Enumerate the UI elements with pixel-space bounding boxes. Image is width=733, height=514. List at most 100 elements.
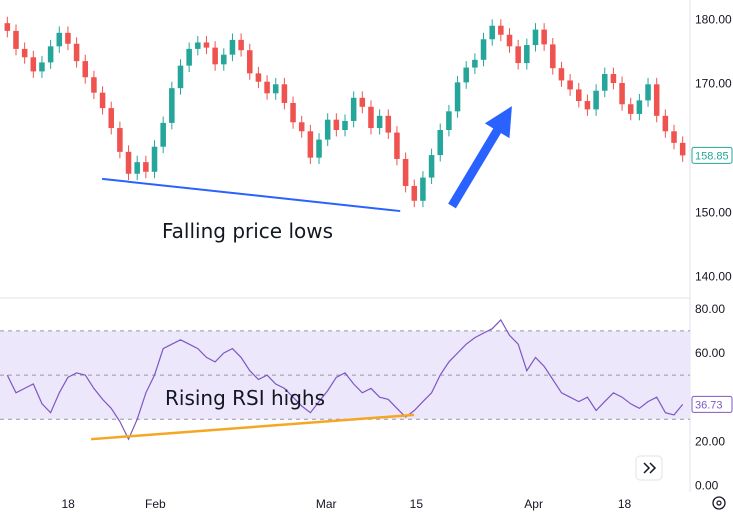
candle-body	[82, 61, 89, 78]
rsi-annotation: Rising RSI highs	[165, 386, 325, 410]
candle-body	[662, 115, 669, 132]
price-lows-trendline	[102, 177, 401, 213]
candle-body	[30, 57, 37, 72]
settings-button[interactable]	[712, 496, 726, 510]
candle-body	[385, 115, 392, 133]
candle-body	[160, 122, 166, 147]
candle-body	[91, 77, 97, 93]
candle-body	[264, 81, 270, 94]
candle-body	[298, 122, 305, 132]
candle-body	[411, 185, 418, 201]
candle-body	[515, 46, 521, 64]
candle-body	[324, 119, 331, 140]
candle-body	[645, 84, 651, 101]
last-price-value: 158.85	[695, 150, 729, 162]
candle-body	[420, 177, 426, 201]
price-axis: 140.00 150.00 170.00 180.00	[695, 12, 732, 283]
price-tick-label: 150.00	[695, 205, 732, 219]
candle-body	[169, 88, 175, 123]
candle-body	[108, 108, 114, 129]
candle-body	[272, 84, 279, 94]
candle-body	[671, 131, 677, 143]
candle-body	[21, 48, 28, 58]
rsi-tick-label: 0.00	[695, 479, 719, 493]
candle-body	[368, 106, 374, 129]
scroll-to-latest-button[interactable]	[635, 455, 663, 481]
candle-body	[99, 92, 106, 109]
candle-body	[627, 104, 634, 114]
candle-body	[541, 29, 547, 45]
candle-body	[56, 32, 63, 47]
double-chevron-right-icon	[643, 462, 657, 474]
candle-body	[186, 48, 192, 66]
candle-body	[307, 131, 314, 158]
candle-body	[532, 29, 539, 46]
price-tick-label: 180.00	[695, 12, 732, 26]
time-tick-label: 18	[61, 497, 75, 511]
candle-body	[576, 89, 582, 102]
rsi-highs-trendline	[90, 413, 415, 441]
reversal-arrow-icon	[448, 106, 512, 209]
candle-body	[550, 44, 556, 69]
candle-body	[472, 59, 478, 68]
last-price-badge: 158.85	[691, 146, 733, 164]
time-axis: 18 Feb Mar 15 Apr 18	[61, 497, 631, 511]
time-tick-label: Mar	[316, 497, 337, 511]
candle-body	[584, 101, 591, 110]
candlestick-series	[4, 16, 686, 208]
candle-body	[39, 62, 45, 72]
candle-body	[4, 23, 11, 31]
candle-body	[290, 102, 296, 123]
rsi-axis: 0.00 20.00 60.00 80.00	[695, 302, 725, 493]
candle-body	[498, 25, 504, 35]
rsi-tick-label: 60.00	[695, 346, 725, 360]
time-tick-label: Apr	[524, 497, 543, 511]
candle-body	[593, 90, 599, 110]
last-rsi-value: 36.73	[695, 399, 723, 411]
time-tick-label: Feb	[145, 497, 166, 511]
candle-body	[350, 97, 357, 121]
candle-body	[65, 32, 71, 44]
candle-body	[13, 30, 19, 49]
candle-body	[212, 47, 218, 65]
candle-body	[437, 129, 444, 156]
candle-body	[402, 158, 409, 186]
candle-body	[454, 82, 461, 112]
price-tick-label: 140.00	[695, 270, 732, 284]
candle-body	[601, 74, 608, 91]
candle-body	[342, 120, 348, 130]
rsi-tick-label: 20.00	[695, 434, 725, 448]
candle-body	[151, 146, 158, 172]
gear-icon	[712, 496, 726, 510]
candle-body	[446, 111, 452, 130]
candle-body	[238, 39, 244, 51]
time-tick-label: 18	[618, 497, 632, 511]
candle-body	[394, 132, 400, 159]
candle-body	[47, 46, 54, 63]
candle-body	[281, 84, 288, 103]
price-annotation: Falling price lows	[162, 219, 333, 243]
candle-body	[558, 68, 565, 81]
price-tick-label: 170.00	[695, 77, 732, 91]
candle-body	[134, 162, 140, 174]
candle-body	[229, 39, 236, 55]
candle-body	[679, 142, 686, 156]
time-tick-label: 15	[410, 497, 424, 511]
candle-body	[73, 43, 80, 62]
candle-body	[463, 67, 469, 83]
candle-body	[524, 45, 530, 64]
rsi-line	[6, 318, 684, 441]
candle-body	[359, 97, 366, 107]
candle-body	[125, 151, 132, 174]
candle-body	[333, 119, 340, 130]
last-rsi-badge: 36.73	[691, 395, 733, 413]
candle-body	[506, 34, 513, 47]
candle-body	[619, 83, 625, 105]
candle-body	[610, 74, 617, 84]
candle-body	[376, 115, 383, 129]
candle-body	[221, 54, 227, 65]
rsi-tick-label: 80.00	[695, 302, 725, 316]
candle-body	[117, 128, 123, 152]
candle-body	[143, 162, 149, 172]
